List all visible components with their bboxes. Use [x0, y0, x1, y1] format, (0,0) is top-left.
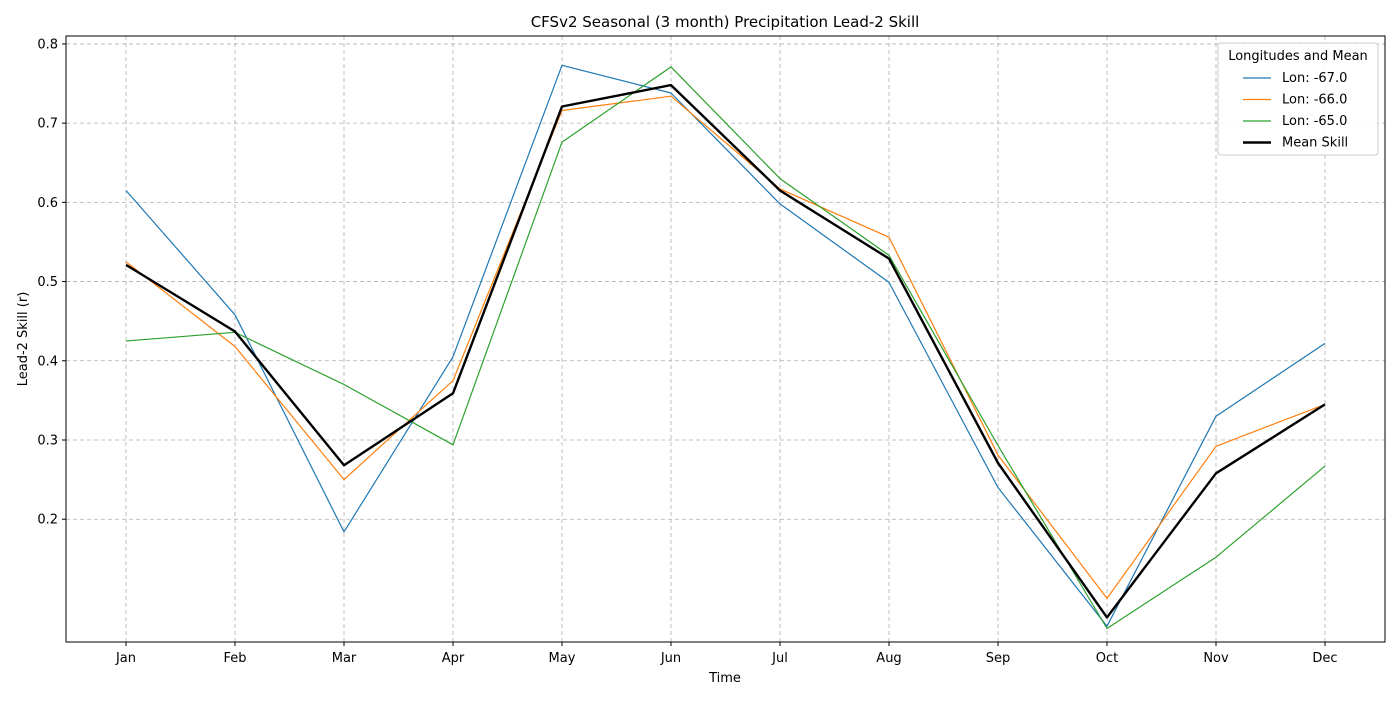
x-tick-label: Jul [771, 651, 788, 666]
y-tick-label: 0.7 [37, 117, 58, 132]
y-tick-label: 0.8 [37, 37, 58, 52]
x-tick-label: Aug [876, 651, 901, 666]
tick-layer: Jan Feb Mar Apr May Jun Jul Aug Sep Oct Nov Dec 0.2 0… [37, 37, 1337, 666]
series-line [125, 95, 1326, 600]
x-tick-label: Jun [660, 651, 681, 666]
x-tick-label: Oct [1096, 651, 1118, 666]
series-line [125, 66, 1326, 630]
x-tick-label: May [549, 651, 576, 666]
y-tick-label: 0.3 [37, 434, 58, 449]
series-layer [125, 64, 1326, 630]
legend-box [1217, 42, 1379, 156]
legend-entry: Lon: -65.0 [1282, 114, 1347, 129]
series-line [125, 64, 1326, 627]
grid-layer [66, 36, 1385, 642]
y-tick-label: 0.2 [37, 513, 58, 528]
x-tick-label: Dec [1312, 651, 1337, 666]
y-tick-label: 0.6 [37, 196, 58, 211]
x-tick-label: Apr [442, 651, 465, 666]
x-tick-label: Jan [115, 651, 136, 666]
legend-title: Longitudes and Mean [1228, 49, 1368, 64]
y-tick-label: 0.4 [37, 354, 58, 369]
plot-frame [65, 35, 1386, 643]
y-tick-label: 0.5 [37, 275, 58, 290]
x-tick-label: Nov [1203, 651, 1229, 666]
series-line [125, 83, 1326, 619]
legend-entry: Mean Skill [1282, 136, 1348, 151]
legend-entry: Lon: -66.0 [1282, 93, 1347, 108]
x-tick-label: Sep [986, 651, 1011, 666]
x-axis-label: Time [708, 671, 741, 686]
x-tick-label: Mar [332, 651, 357, 666]
chart-title: CFSv2 Seasonal (3 month) Precipitation L… [531, 13, 920, 31]
legend: Longitudes and Mean Lon: -67.0 Lon: -66.0 L… [1217, 42, 1379, 156]
y-axis-label: Lead-2 Skill (r) [16, 292, 31, 387]
x-tick-label: Feb [223, 651, 246, 666]
legend-entry: Lon: -67.0 [1282, 71, 1347, 86]
